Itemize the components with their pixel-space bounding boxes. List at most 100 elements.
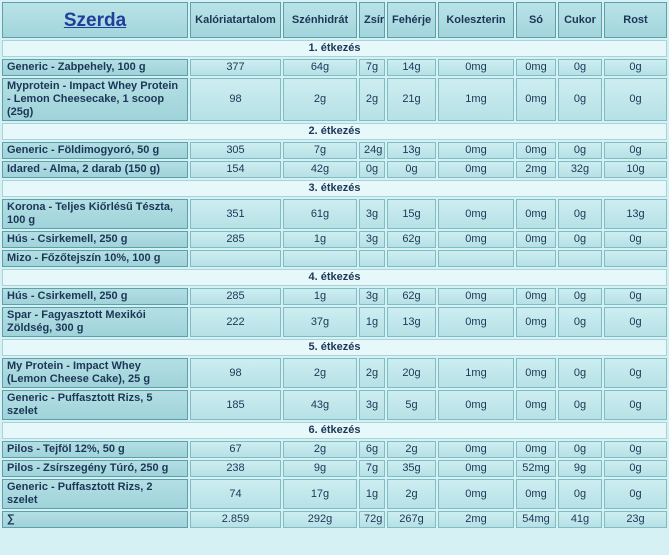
section-row: 6. étkezés <box>2 422 667 439</box>
column-header: Só <box>516 2 556 38</box>
day-title: Szerda <box>2 2 188 38</box>
value-cell: 62g <box>387 231 436 248</box>
value-cell: 377 <box>190 59 281 76</box>
section-row: 3. étkezés <box>2 180 667 197</box>
total-row: ∑ 2.859 292g 72g 267g 2mg 54mg 41g 23g <box>2 511 667 528</box>
value-cell: 0mg <box>516 390 556 420</box>
nutrition-table: Szerda Kalóriatartalom Szénhidrát Zsír Fehé… <box>2 2 667 528</box>
value-cell: 9g <box>558 460 602 477</box>
value-cell: 0mg <box>516 307 556 337</box>
value-cell: 13g <box>387 307 436 337</box>
value-cell: 0g <box>359 161 385 178</box>
value-cell: 285 <box>190 231 281 248</box>
food-row: Generic - Puffasztott Rizs, 5 szelet 185 4… <box>2 390 667 420</box>
value-cell: 23g <box>604 511 667 528</box>
row-label: My Protein - Impact Whey (Lemon Cheese C… <box>2 358 188 388</box>
value-cell: 14g <box>387 59 436 76</box>
value-cell: 0g <box>604 441 667 458</box>
value-cell: 0g <box>558 479 602 509</box>
value-cell: 2g <box>387 441 436 458</box>
value-cell: 285 <box>190 288 281 305</box>
row-label: ∑ <box>2 511 188 528</box>
food-row: Pilos - Tejföl 12%, 50 g 67 2g 6g 2g 0mg 0mg 0g… <box>2 441 667 458</box>
value-cell: 305 <box>190 142 281 159</box>
value-cell: 2g <box>283 78 357 121</box>
value-cell: 52mg <box>516 460 556 477</box>
food-row: Mizo - Főzőtejszín 10%, 100 g <box>2 250 667 267</box>
value-cell: 61g <box>283 199 357 229</box>
value-cell: 0mg <box>516 479 556 509</box>
value-cell: 2g <box>283 358 357 388</box>
value-cell: 0g <box>604 231 667 248</box>
value-cell: 10g <box>604 161 667 178</box>
value-cell: 7g <box>283 142 357 159</box>
column-header: Zsír <box>359 2 385 38</box>
section-title: 4. étkezés <box>2 269 667 286</box>
section-title: 2. étkezés <box>2 123 667 140</box>
value-cell: 1g <box>359 307 385 337</box>
value-cell: 9g <box>283 460 357 477</box>
value-cell: 2mg <box>438 511 514 528</box>
value-cell: 2mg <box>516 161 556 178</box>
header-row: Szerda Kalóriatartalom Szénhidrát Zsír Fehé… <box>2 2 667 38</box>
value-cell: 32g <box>558 161 602 178</box>
value-cell: 3g <box>359 199 385 229</box>
value-cell: 42g <box>283 161 357 178</box>
value-cell: 0g <box>558 288 602 305</box>
value-cell: 5g <box>387 390 436 420</box>
section-title: 5. étkezés <box>2 339 667 356</box>
value-cell: 98 <box>190 358 281 388</box>
value-cell: 0mg <box>516 142 556 159</box>
empty-cell <box>438 250 514 267</box>
value-cell: 0mg <box>438 199 514 229</box>
value-cell: 0mg <box>516 231 556 248</box>
value-cell: 0mg <box>438 59 514 76</box>
value-cell: 0mg <box>438 390 514 420</box>
value-cell: 0g <box>558 390 602 420</box>
row-label: Generic - Puffasztott Rizs, 2 szelet <box>2 479 188 509</box>
value-cell: 1g <box>283 288 357 305</box>
value-cell: 267g <box>387 511 436 528</box>
food-row: Generic - Puffasztott Rizs, 2 szelet 74 17… <box>2 479 667 509</box>
empty-cell <box>516 250 556 267</box>
value-cell: 64g <box>283 59 357 76</box>
value-cell: 98 <box>190 78 281 121</box>
value-cell: 74 <box>190 479 281 509</box>
value-cell: 0g <box>558 199 602 229</box>
table-head: Szerda Kalóriatartalom Szénhidrát Zsír Fehé… <box>2 2 667 38</box>
empty-cell <box>359 250 385 267</box>
row-label: Korona - Teljes Kiőrlésű Tészta, 100 g <box>2 199 188 229</box>
value-cell: 6g <box>359 441 385 458</box>
value-cell: 0mg <box>516 358 556 388</box>
value-cell: 0g <box>558 142 602 159</box>
value-cell: 2g <box>283 441 357 458</box>
value-cell: 0g <box>558 441 602 458</box>
value-cell: 0g <box>604 307 667 337</box>
food-row: Idared - Alma, 2 darab (150 g) 154 42g 0g 0g… <box>2 161 667 178</box>
value-cell: 2g <box>359 78 385 121</box>
value-cell: 1g <box>359 479 385 509</box>
value-cell: 0g <box>558 307 602 337</box>
row-label: Hús - Csirkemell, 250 g <box>2 231 188 248</box>
section-row: 1. étkezés <box>2 40 667 57</box>
empty-cell <box>604 250 667 267</box>
section-row: 4. étkezés <box>2 269 667 286</box>
value-cell: 238 <box>190 460 281 477</box>
food-row: My Protein - Impact Whey (Lemon Cheese C… <box>2 358 667 388</box>
value-cell: 0g <box>604 59 667 76</box>
food-row: Spar - Fagyasztott Mexikói Zöldség, 300 … <box>2 307 667 337</box>
value-cell: 2g <box>359 358 385 388</box>
row-label: Pilos - Zsírszegény Túró, 250 g <box>2 460 188 477</box>
column-header: Szénhidrát <box>283 2 357 38</box>
row-label: Generic - Puffasztott Rizs, 5 szelet <box>2 390 188 420</box>
empty-cell <box>558 250 602 267</box>
value-cell: 0g <box>604 288 667 305</box>
value-cell: 3g <box>359 231 385 248</box>
value-cell: 0mg <box>438 288 514 305</box>
section-title: 3. étkezés <box>2 180 667 197</box>
value-cell: 0mg <box>438 307 514 337</box>
column-header: Kalóriatartalom <box>190 2 281 38</box>
value-cell: 0g <box>604 479 667 509</box>
value-cell: 1mg <box>438 78 514 121</box>
